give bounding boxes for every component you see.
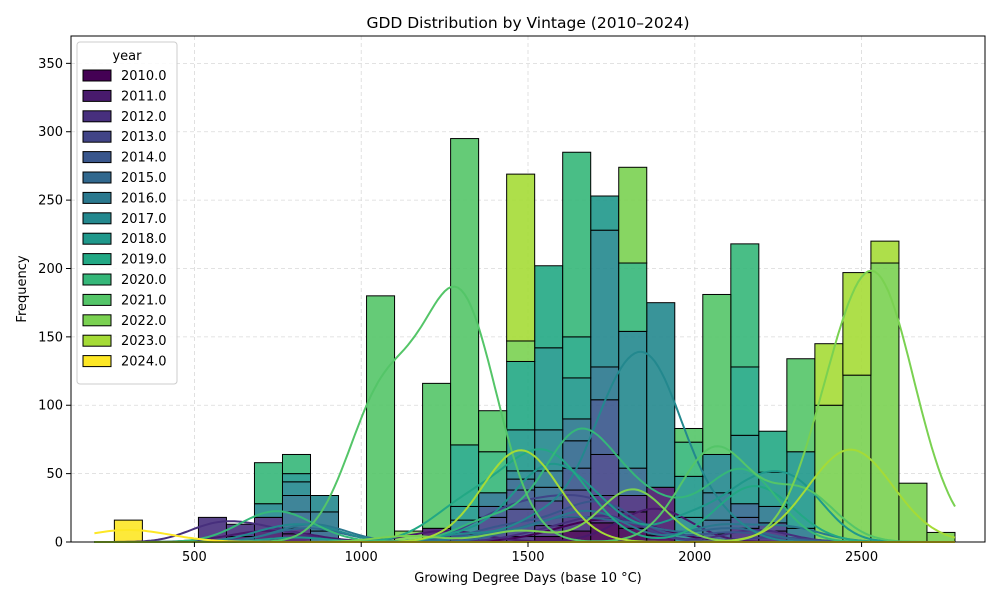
legend: year 2010.0 2011.0 2012.0 2013.0 2014.0 2015.… (76, 41, 178, 385)
legend-label: 2012.0 (121, 110, 167, 125)
histogram-bar (450, 444, 480, 507)
histogram-bar (814, 343, 844, 406)
legend-swatch (82, 171, 112, 184)
legend-swatch (82, 151, 112, 164)
legend-swatch (82, 355, 112, 368)
legend-label: 2016.0 (121, 191, 167, 206)
histogram-bar (590, 453, 620, 497)
histogram-bar (730, 366, 760, 436)
histogram-bar (842, 272, 872, 376)
y-tick-label: 200 (38, 262, 63, 277)
y-tick-label: 50 (46, 467, 63, 482)
histogram-bar (618, 166, 648, 264)
histogram-bar (534, 347, 564, 431)
histogram-bar (506, 360, 536, 431)
histogram-bar (281, 453, 312, 475)
legend-label: 2014.0 (121, 151, 167, 166)
histogram-bar (422, 382, 452, 529)
y-tick-label: 300 (38, 125, 63, 140)
histogram-bar (366, 295, 396, 543)
legend-title: year (112, 49, 142, 64)
histogram-bar (758, 471, 788, 507)
histogram-bar (562, 336, 592, 379)
legend-label: 2011.0 (121, 89, 167, 104)
histogram-bars (113, 138, 956, 543)
histogram-bar (702, 293, 732, 455)
histogram-bar (253, 462, 283, 505)
legend-label: 2013.0 (121, 130, 167, 145)
legend-label: 2010.0 (121, 69, 167, 84)
legend-swatch (82, 191, 112, 204)
legend-swatch (82, 273, 112, 286)
legend-label: 2020.0 (121, 273, 167, 288)
x-tick-label: 1000 (345, 550, 378, 565)
legend-swatch (82, 212, 112, 225)
y-tick-label: 150 (38, 330, 63, 345)
histogram-bar (590, 229, 620, 368)
legend-label: 2017.0 (121, 212, 167, 227)
y-tick-label: 250 (38, 194, 63, 209)
histogram-bar (590, 366, 620, 401)
legend-swatch (82, 232, 112, 245)
histogram-bar (310, 495, 340, 513)
histogram-bar (506, 173, 536, 342)
histogram-bar (870, 240, 900, 264)
histogram-bar (506, 340, 536, 362)
histogram-bar (562, 377, 592, 420)
x-tick-label: 500 (182, 550, 207, 565)
legend-swatch (82, 130, 112, 143)
x-tick-label: 2000 (678, 550, 711, 565)
histogram-bar (786, 358, 816, 453)
y-tick-label: 350 (38, 57, 63, 72)
x-tick-label: 1500 (511, 550, 544, 565)
histogram-bar (730, 243, 760, 368)
legend-swatch (82, 110, 112, 123)
histogram-bar (646, 302, 676, 488)
histogram-bar (870, 262, 900, 543)
legend-label: 2015.0 (121, 171, 167, 186)
histogram-bar (450, 505, 480, 521)
histogram-bar (534, 265, 564, 349)
histogram-bar (450, 138, 480, 446)
histogram-bar (562, 151, 592, 338)
histogram-bar (281, 481, 312, 497)
histogram-bar (618, 262, 648, 332)
legend-swatch (82, 69, 112, 82)
histogram-bar (702, 453, 732, 494)
histogram-bar (842, 374, 872, 543)
x-tick-label: 2500 (845, 550, 878, 565)
legend-label: 2021.0 (121, 293, 167, 308)
legend-swatch (82, 334, 112, 347)
chart-title: GDD Distribution by Vintage (2010–2024) (366, 14, 689, 32)
legend-swatch (82, 253, 112, 266)
histogram-bar (281, 473, 312, 483)
legend-label: 2019.0 (121, 253, 167, 268)
legend-swatch (82, 314, 112, 327)
kde-curve (94, 427, 955, 543)
y-axis-label: Frequency (15, 255, 30, 322)
y-tick-label: 100 (38, 399, 63, 414)
histogram-bar (590, 195, 620, 231)
kde-curve (94, 509, 955, 543)
histogram-bar (281, 495, 312, 513)
histogram-bar (898, 482, 928, 543)
y-tick-label: 0 (55, 536, 63, 551)
x-axis-label: Growing Degree Days (base 10 °C) (414, 571, 642, 586)
histogram-bar (618, 330, 648, 469)
axis-ticks: 500 1000 1500 2000 2500 0 50 100 150 200 250 300 350 (38, 57, 878, 565)
histogram-bar (730, 503, 760, 518)
legend-label: 2018.0 (121, 232, 167, 247)
legend-label: 2023.0 (121, 334, 167, 349)
legend-swatch (82, 89, 112, 102)
legend-label: 2022.0 (121, 314, 167, 329)
legend-swatch (82, 293, 112, 306)
legend-label: 2024.0 (121, 355, 167, 370)
histogram-bar (758, 430, 788, 473)
